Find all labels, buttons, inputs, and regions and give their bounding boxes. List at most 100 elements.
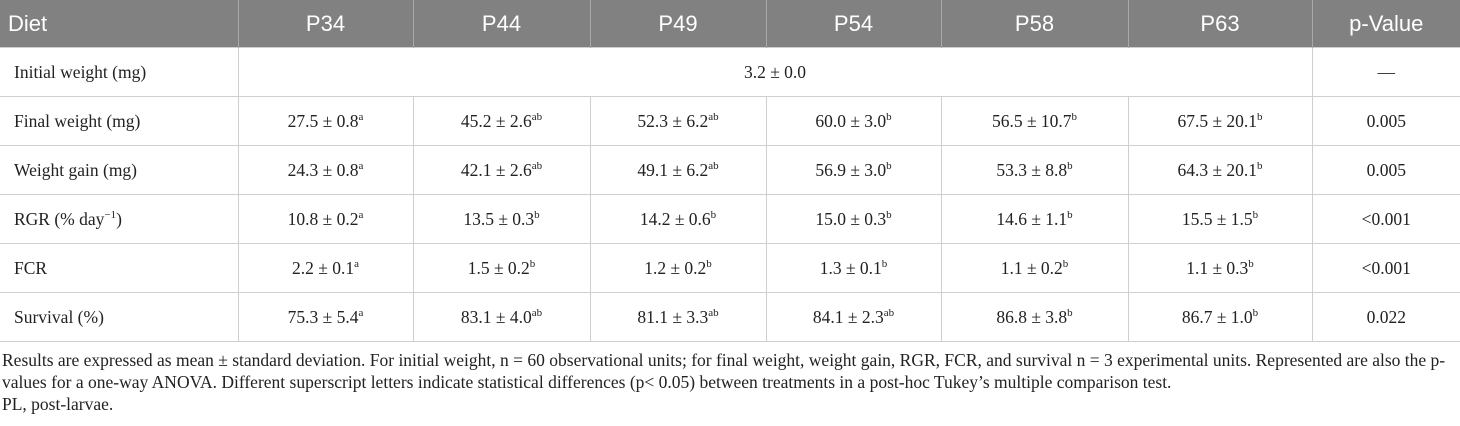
p-value-cell: 0.005 [1311, 96, 1460, 146]
cell-text: 86.7 ± 1.0 [1181, 306, 1253, 327]
superscript: a [358, 306, 364, 319]
p-value-cell: 0.022 [1311, 292, 1460, 342]
table-row: Weight gain (mg) 24.3 ± 0.8a 42.1 ± 2.6ab 4… [0, 145, 1460, 195]
superscript: a [358, 208, 364, 221]
row-label: FCR [0, 243, 239, 293]
value-cell: 64.3 ± 20.1b [1127, 145, 1313, 195]
table-row: Initial weight (mg) 3.2 ± 0.0 — [0, 47, 1460, 97]
row-label: RGR (% day−1) [0, 194, 239, 244]
value-cell: 56.9 ± 3.0b [765, 145, 942, 195]
footnote: Results are expressed as mean ± standard… [2, 350, 1446, 392]
value-cell: 60.0 ± 3.0b [765, 96, 942, 146]
value-cell: 86.7 ± 1.0b [1127, 292, 1313, 342]
value-cell: 49.1 ± 6.2ab [589, 145, 767, 195]
superscript: b [1067, 208, 1073, 221]
superscript: b [706, 257, 712, 270]
cell-text: 42.1 ± 2.6 [460, 159, 532, 180]
cell-text: 49.1 ± 6.2 [637, 159, 709, 180]
cell-text: 14.2 ± 0.6 [639, 208, 711, 229]
superscript: b [529, 257, 536, 270]
superscript: ab [531, 110, 543, 123]
cell-text: Initial weight (mg) [14, 61, 147, 82]
cell-text: 24.3 ± 0.8 [287, 159, 359, 180]
superscript: b [886, 159, 892, 172]
superscript: ab [531, 159, 543, 172]
cell-text: 52.3 ± 6.2 [637, 110, 709, 131]
cell-text: 56.9 ± 3.0 [815, 159, 887, 180]
superscript: b [710, 208, 717, 221]
table-body: Initial weight (mg) 3.2 ± 0.0 — Final weigh… [0, 47, 1460, 342]
superscript: ab [708, 306, 719, 319]
value-cell: 67.5 ± 20.1b [1127, 96, 1313, 146]
value-cell: 45.2 ± 2.6ab [412, 96, 591, 146]
cell-text: FCR [14, 257, 48, 278]
cell-text: 10.8 ± 0.2 [287, 208, 359, 229]
cell-text: Final weight (mg) [14, 110, 141, 131]
cell-text: 64.3 ± 20.1 [1177, 159, 1258, 180]
superscript: ab [883, 306, 895, 319]
cell-text: 83.1 ± 4.0 [460, 306, 532, 327]
value-cell: 86.8 ± 3.8b [940, 292, 1129, 342]
cell-text: 75.3 ± 5.4 [287, 306, 359, 327]
superscript: a [358, 110, 364, 123]
superscript: b [886, 110, 892, 123]
cell-text: 86.8 ± 3.8 [996, 306, 1068, 327]
cell-text: 1.1 ± 0.2 [1000, 257, 1063, 278]
value-cell: 75.3 ± 5.4a [237, 292, 414, 342]
value-cell: 81.1 ± 3.3ab [589, 292, 767, 342]
column-header: P63 [1127, 0, 1312, 48]
value-cell: 2.2 ± 0.1a [237, 243, 414, 293]
row-label: Initial weight (mg) [0, 47, 239, 97]
value-cell: 1.3 ± 0.1b [765, 243, 942, 293]
cell-text: 14.6 ± 1.1 [996, 208, 1068, 229]
value-cell: 27.5 ± 0.8a [237, 96, 414, 146]
superscript: b [1071, 110, 1078, 123]
table-row: FCR 2.2 ± 0.1a 1.5 ± 0.2b 1.2 ± 0.2b 1.3 ± 0… [0, 243, 1460, 293]
column-header: P34 [237, 0, 413, 48]
row-label: Final weight (mg) [0, 96, 239, 146]
superscript: ab [708, 110, 719, 123]
table-row: Final weight (mg) 27.5 ± 0.8a 45.2 ± 2.6ab… [0, 96, 1460, 146]
cell-text: RGR (% day [14, 208, 105, 229]
header-row: Diet P34 P44 P49 P54 P58 P63 p-Value [0, 0, 1460, 48]
value-cell: 14.2 ± 0.6b [589, 194, 767, 244]
value-cell: 42.1 ± 2.6ab [412, 145, 591, 195]
footnotes: Results are expressed as mean ± standard… [0, 342, 1460, 415]
superscript: b [1252, 208, 1259, 221]
cell-text: 15.5 ± 1.5 [1181, 208, 1253, 229]
table-row: RGR (% day−1) 10.8 ± 0.2a 13.5 ± 0.3b 14.2 … [0, 194, 1460, 244]
cell-text: 3.2 ± 0.0 [743, 61, 807, 82]
data-table: Diet P34 P44 P49 P54 P58 P63 p-Value Initial we… [0, 0, 1460, 342]
cell-text: 60.0 ± 3.0 [815, 110, 887, 131]
column-header: Diet [0, 0, 238, 48]
p-value-cell: <0.001 [1311, 194, 1460, 244]
cell-text: 13.5 ± 0.3 [463, 208, 535, 229]
cell-text: 53.3 ± 8.8 [996, 159, 1068, 180]
cell-text: 81.1 ± 3.3 [637, 306, 709, 327]
superscript: b [1257, 159, 1263, 172]
superscript: b [534, 208, 540, 221]
footnote: PL, post-larvae. [2, 394, 114, 414]
row-label: Survival (%) [0, 292, 239, 342]
superscript: b [1067, 306, 1073, 319]
column-header: P49 [589, 0, 766, 48]
column-header: p-Value [1311, 0, 1460, 48]
value-cell: 1.1 ± 0.2b [940, 243, 1129, 293]
superscript: a [358, 159, 364, 172]
superscript: b [1067, 159, 1073, 172]
p-value-cell: — [1311, 47, 1460, 97]
value-cell: 56.5 ± 10.7b [940, 96, 1129, 146]
cell-text: 45.2 ± 2.6 [460, 110, 532, 131]
superscript: a [354, 257, 359, 270]
cell-text: 67.5 ± 20.1 [1177, 110, 1258, 131]
cell-text: 1.5 ± 0.2 [467, 257, 530, 278]
superscript: b [1257, 110, 1263, 123]
value-cell: 15.5 ± 1.5b [1127, 194, 1313, 244]
superscript: −1 [104, 208, 117, 221]
table-row: Survival (%) 75.3 ± 5.4a 83.1 ± 4.0ab 81.1 … [0, 292, 1460, 342]
cell-text: 1.3 ± 0.1 [819, 257, 882, 278]
superscript: b [886, 208, 892, 221]
cell-text: 1.2 ± 0.2 [644, 257, 707, 278]
